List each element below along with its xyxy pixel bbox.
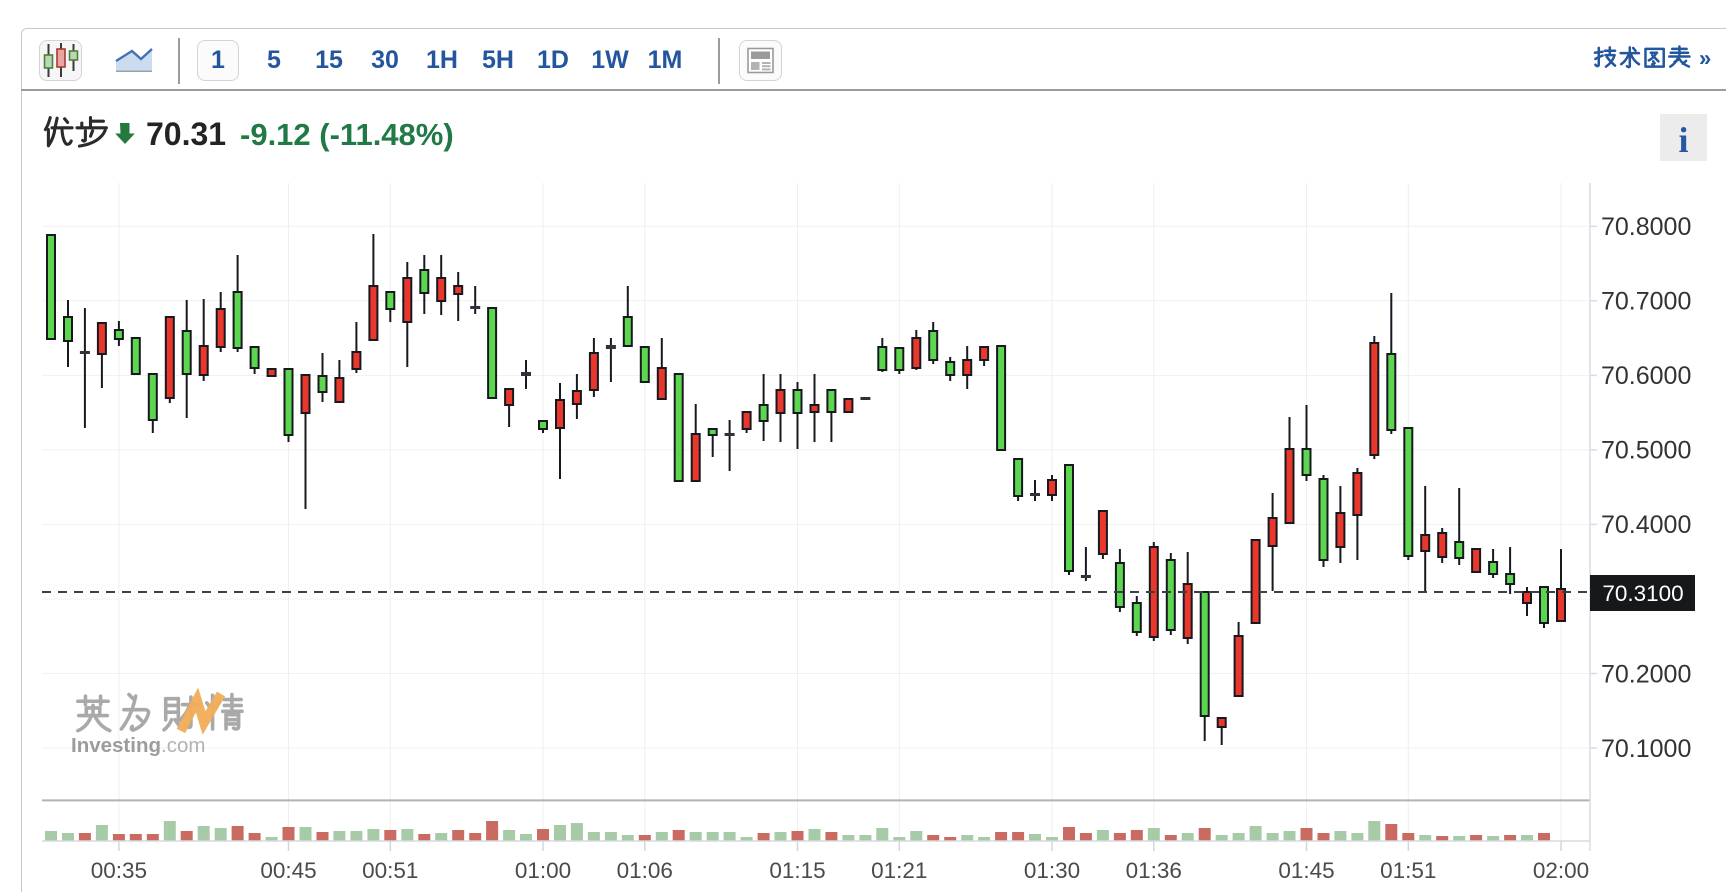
svg-text:01:06: 01:06 xyxy=(617,858,673,883)
svg-text:70.5000: 70.5000 xyxy=(1601,437,1691,465)
svg-text:00:51: 00:51 xyxy=(362,858,418,883)
svg-text:00:35: 00:35 xyxy=(91,858,147,883)
svg-text:70.2000: 70.2000 xyxy=(1601,660,1691,688)
svg-text:01:15: 01:15 xyxy=(769,858,825,883)
svg-text:70.6000: 70.6000 xyxy=(1601,362,1691,390)
svg-text:70.7000: 70.7000 xyxy=(1601,288,1691,316)
svg-text:01:00: 01:00 xyxy=(515,858,571,883)
svg-text:»: » xyxy=(1699,46,1711,71)
svg-text:70.8000: 70.8000 xyxy=(1601,213,1691,241)
svg-text:00:45: 00:45 xyxy=(260,858,316,883)
svg-text:70.3100: 70.3100 xyxy=(1602,581,1683,606)
svg-text:01:30: 01:30 xyxy=(1024,858,1080,883)
svg-text:02:00: 02:00 xyxy=(1533,858,1589,883)
svg-text:Investing.com: Investing.com xyxy=(71,734,205,757)
svg-text:70.4000: 70.4000 xyxy=(1601,511,1691,539)
svg-text:01:51: 01:51 xyxy=(1380,858,1436,883)
svg-text:01:45: 01:45 xyxy=(1278,858,1334,883)
svg-text:01:36: 01:36 xyxy=(1126,858,1182,883)
svg-text:01:21: 01:21 xyxy=(871,858,927,883)
svg-text:70.1000: 70.1000 xyxy=(1601,735,1691,763)
